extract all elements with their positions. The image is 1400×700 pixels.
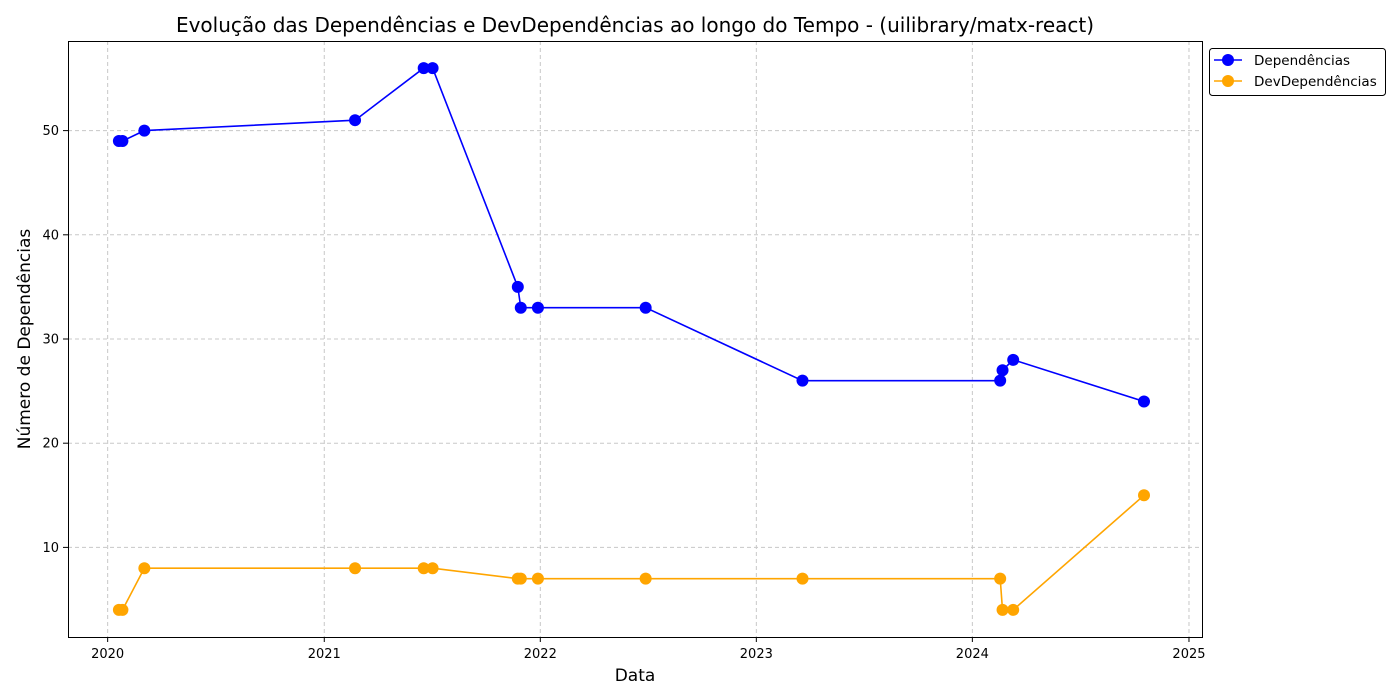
data-point-devdependencias [639, 572, 652, 585]
data-point-devdependencias [796, 572, 809, 585]
data-point-dependencias [426, 62, 439, 75]
y-axis-ticks: 10 20 30 40 50 [42, 124, 68, 556]
x-tick-label: 2020 [91, 647, 124, 662]
data-point-dependencias [349, 114, 362, 127]
legend: Dependências DevDependências [1209, 48, 1386, 96]
grid [68, 41, 1202, 637]
data-point-dependencias [796, 374, 809, 387]
data-point-dependencias [639, 301, 652, 314]
y-tick-label: 50 [42, 124, 59, 139]
data-point-devdependencias [994, 572, 1007, 585]
legend-marker-dependencias [1222, 54, 1234, 66]
chart-title: Evolução das Dependências e DevDependênc… [176, 13, 1094, 37]
data-point-devdependencias [996, 603, 1009, 616]
x-axis-ticks: 2020 2021 2022 2023 2024 2025 [91, 637, 1206, 662]
data-point-dependencias [138, 124, 151, 137]
data-point-devdependencias [138, 562, 151, 575]
data-point-devdependencias [514, 572, 527, 585]
data-point-dependencias [1137, 395, 1150, 408]
data-point-dependencias [994, 374, 1007, 387]
data-point-dependencias [417, 62, 430, 75]
data-point-dependencias [996, 364, 1009, 377]
legend-label-dependencias: Dependências [1254, 53, 1350, 69]
data-point-devdependencias [349, 562, 362, 575]
legend-box [1209, 48, 1386, 96]
x-tick-label: 2022 [524, 647, 557, 662]
x-tick-label: 2023 [740, 647, 773, 662]
series-line-devdependencias [118, 494, 1145, 611]
x-tick-label: 2025 [1172, 647, 1205, 662]
data-point-devdependencias [1137, 489, 1150, 502]
data-point-dependencias [1007, 353, 1020, 366]
plot-area-frame [68, 41, 1203, 638]
data-point-dependencias [531, 301, 544, 314]
y-tick-label: 20 [42, 437, 59, 452]
data-point-devdependencias [531, 572, 544, 585]
x-axis-label: Data [615, 666, 656, 686]
x-tick-label: 2021 [308, 647, 341, 662]
x-tick-label: 2024 [956, 647, 989, 662]
y-tick-label: 40 [42, 228, 59, 243]
data-point-dependencias [116, 135, 129, 148]
data-point-dependencias [511, 280, 524, 293]
legend-marker-devdependencias [1222, 75, 1234, 87]
data-point-devdependencias [417, 562, 430, 575]
y-tick-label: 10 [42, 541, 59, 556]
data-point-devdependencias [116, 603, 129, 616]
data-point-dependencias [514, 301, 527, 314]
legend-label-devdependencias: DevDependências [1254, 74, 1377, 90]
data-point-devdependencias [426, 562, 439, 575]
data-point-devdependencias [1007, 603, 1020, 616]
plot-series [112, 62, 1150, 616]
y-axis-label: Número de Dependências [15, 229, 35, 450]
y-tick-label: 30 [42, 333, 59, 348]
